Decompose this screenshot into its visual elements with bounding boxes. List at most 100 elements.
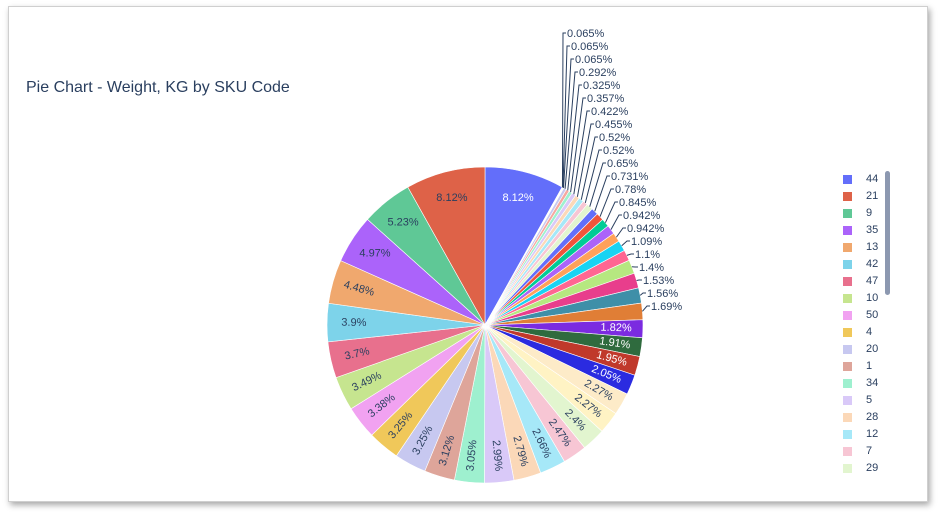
legend-label: 5	[866, 394, 873, 406]
legend-item[interactable]: 34	[839, 375, 895, 392]
legend-item[interactable]: 1	[839, 358, 895, 375]
legend-label: 29	[866, 462, 879, 474]
legend-label: 1	[866, 360, 873, 372]
legend-item[interactable]: 47	[839, 273, 895, 290]
legend-item[interactable]: 4	[839, 324, 895, 341]
legend-scrollbar[interactable]	[885, 171, 890, 295]
legend-swatch	[843, 447, 852, 456]
legend-label: 7	[866, 445, 873, 457]
legend-item[interactable]: 35	[839, 222, 895, 239]
slice-label-inside: 1.91%	[599, 335, 632, 351]
slice-label-outside: 0.52%	[603, 145, 634, 157]
slice-label-outside: 0.065%	[575, 54, 613, 66]
legend-item[interactable]: 9	[839, 205, 895, 222]
leader-line	[615, 227, 626, 238]
legend-label: 35	[866, 224, 879, 236]
legend-item[interactable]: 42	[839, 256, 895, 273]
legend-item[interactable]: 29	[839, 460, 895, 477]
slice-label-outside: 1.56%	[647, 288, 678, 300]
legend-swatch	[843, 226, 852, 235]
slice-label-outside: 0.422%	[591, 106, 629, 118]
slice-label-outside: 0.357%	[587, 93, 625, 105]
legend-item[interactable]: 13	[839, 239, 895, 256]
leader-line	[610, 214, 622, 230]
legend-swatch	[843, 379, 852, 388]
slice-label-outside: 0.65%	[607, 158, 638, 170]
legend-item[interactable]: 10	[839, 290, 895, 307]
leader-line	[563, 58, 574, 188]
legend-swatch	[843, 311, 852, 320]
leader-line	[594, 175, 610, 212]
leader-line	[573, 110, 590, 195]
leader-line	[604, 201, 618, 223]
legend-label: 47	[866, 275, 879, 287]
slice-label-outside: 1.4%	[639, 262, 664, 274]
slice-label-inside: 4.97%	[359, 248, 390, 260]
leader-line	[599, 188, 614, 217]
legend-item[interactable]: 20	[839, 341, 895, 358]
slice-label-outside: 0.325%	[583, 80, 621, 92]
legend-swatch	[843, 413, 852, 422]
legend-item[interactable]: 7	[839, 443, 895, 460]
legend-swatch	[843, 192, 852, 201]
slice-label-outside: 0.065%	[567, 28, 605, 40]
legend-swatch	[843, 430, 852, 439]
leader-line	[584, 149, 602, 204]
chart-title: Pie Chart - Weight, KG by SKU Code	[26, 79, 290, 96]
slice-label-outside: 0.292%	[579, 67, 617, 79]
legend-swatch	[843, 260, 852, 269]
legend-swatch	[843, 209, 852, 218]
legend-item[interactable]: 21	[839, 188, 895, 205]
legend-swatch	[843, 277, 852, 286]
legend-item[interactable]: 12	[839, 426, 895, 443]
leader-line	[626, 253, 634, 256]
legend-label: 13	[866, 241, 879, 253]
leader-line	[642, 305, 650, 312]
slice-label-outside: 0.942%	[623, 210, 661, 222]
legend-label: 9	[866, 207, 873, 219]
legend-swatch	[843, 396, 852, 405]
legend-swatch	[843, 345, 852, 354]
slice-label-outside: 1.1%	[635, 249, 660, 261]
legend-swatch	[843, 294, 852, 303]
slice-label-inside: 2.99%	[490, 440, 505, 472]
slice-label-outside: 1.09%	[631, 236, 662, 248]
slice-label-outside: 0.52%	[599, 132, 630, 144]
slice-label-inside: 3.05%	[464, 439, 479, 471]
legend-swatch	[843, 464, 852, 473]
legend-label: 4	[866, 326, 873, 338]
slice-label-outside: 1.69%	[651, 301, 682, 313]
slice-label-outside: 0.455%	[595, 119, 633, 131]
legend-item[interactable]: 44	[839, 171, 895, 188]
leader-line	[570, 97, 586, 193]
leader-line	[567, 84, 582, 191]
legend-label: 34	[866, 377, 879, 389]
leader-line	[580, 136, 598, 200]
slice-label-outside: 0.78%	[615, 184, 646, 196]
leader-line	[564, 71, 578, 189]
pie-slice[interactable]	[407, 166, 486, 327]
slice-label-inside: 3.9%	[341, 317, 366, 329]
pie-chart: 8.12%0.065%0.065%0.065%0.292%0.325%0.357…	[326, 28, 682, 484]
leader-line	[589, 162, 606, 207]
slice-label-outside: 0.731%	[611, 171, 649, 183]
legend-label: 20	[866, 343, 879, 355]
legend-item[interactable]: 28	[839, 409, 895, 426]
slice-label-inside: 3.7%	[344, 345, 371, 362]
legend-label: 50	[866, 309, 879, 321]
legend-item[interactable]: 5	[839, 392, 895, 409]
legend-label: 28	[866, 411, 879, 423]
legend-label: 12	[866, 428, 879, 440]
legend: 44 21 9 35 13 42 47 10 50 4 20 1 34 5 28 12 7 29	[839, 171, 895, 482]
legend-swatch	[843, 328, 852, 337]
slice-label-outside: 1.53%	[643, 275, 674, 287]
legend-label: 10	[866, 292, 879, 304]
slice-label-inside: 8.12%	[502, 192, 533, 204]
slice-label-inside: 5.23%	[387, 216, 418, 228]
slice-label-inside: 8.12%	[436, 192, 467, 204]
pie-slices	[326, 166, 644, 484]
legend-item[interactable]: 50	[839, 307, 895, 324]
leader-line	[562, 45, 570, 188]
slice-label-outside: 0.065%	[571, 41, 609, 53]
slice-label-outside: 0.845%	[619, 197, 657, 209]
